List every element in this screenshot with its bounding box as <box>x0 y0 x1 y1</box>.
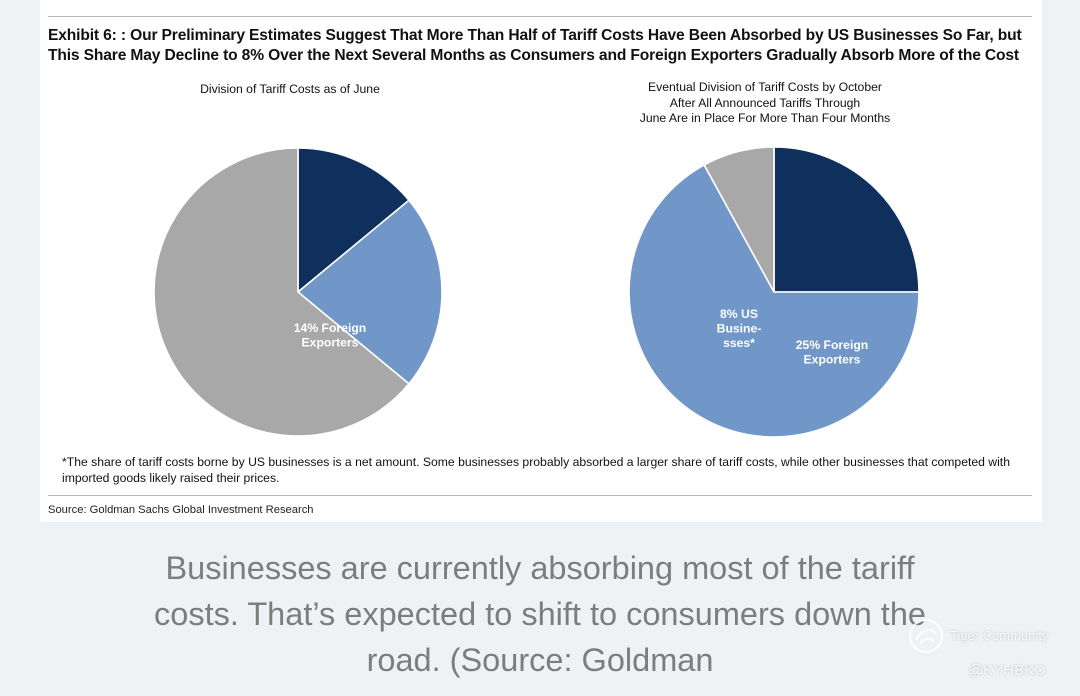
pie-slice-foreign-exporters <box>773 146 920 293</box>
pie-data-label: 22% US Consumers <box>362 419 429 448</box>
chart2-title: Eventual Division of Tariff Costs by Oct… <box>600 80 930 127</box>
chart1-title: Division of Tariff Costs as of June <box>200 82 380 96</box>
footnote: *The share of tariff costs borne by US b… <box>62 455 1010 485</box>
tiger-logo-icon <box>909 619 943 653</box>
pie-data-label: 8% US Busine-sses* <box>717 307 762 350</box>
chart2-title-line: Eventual Division of Tariff Costs by Oct… <box>648 80 882 94</box>
pie-chart-june: 14% Foreign Exporters 22% US Consumers 64% U… <box>153 147 443 477</box>
caption-text: Businesses are currently absorbing most … <box>154 550 926 678</box>
chart2-title-line: After All Announced Tariffs Through <box>669 95 861 110</box>
bottom-divider <box>48 495 1032 496</box>
pie-slice-foreign-exporters <box>297 147 411 294</box>
chart2-title-line: June Are in Place For More Than Four Mon… <box>639 111 891 125</box>
watermark: Tiger Community @KYHBKO <box>906 618 1076 688</box>
pie-slice-us-consumers <box>296 199 443 385</box>
pie-data-label: 67% US Consumers <box>670 458 737 487</box>
pie-slice-us-consumers <box>628 163 920 438</box>
source-note: Source: Goldman Sachs Global Investment … <box>48 504 314 516</box>
pie-chart-october: 25% Foreign Exporters 67% US Consumers 8% US… <box>628 146 920 487</box>
pie-data-label: 25% Foreign Exporters <box>796 338 868 367</box>
watermark-handle: @KYHBKO <box>968 662 1046 679</box>
pie-slice-us-businesses <box>703 146 775 293</box>
top-divider <box>48 16 1032 17</box>
pie-data-label: 14% Foreign Exporters <box>294 321 366 350</box>
pie-data-label: 64% US Businesses* <box>177 448 250 477</box>
exhibit-card: Exhibit 6: : Our Preliminary Estimates S… <box>40 0 1042 522</box>
pie-slice-us-businesses <box>153 147 411 437</box>
exhibit-title: Exhibit 6: : Our Preliminary Estimates S… <box>48 27 1022 64</box>
watermark-name: Tiger Community <box>950 628 1049 643</box>
